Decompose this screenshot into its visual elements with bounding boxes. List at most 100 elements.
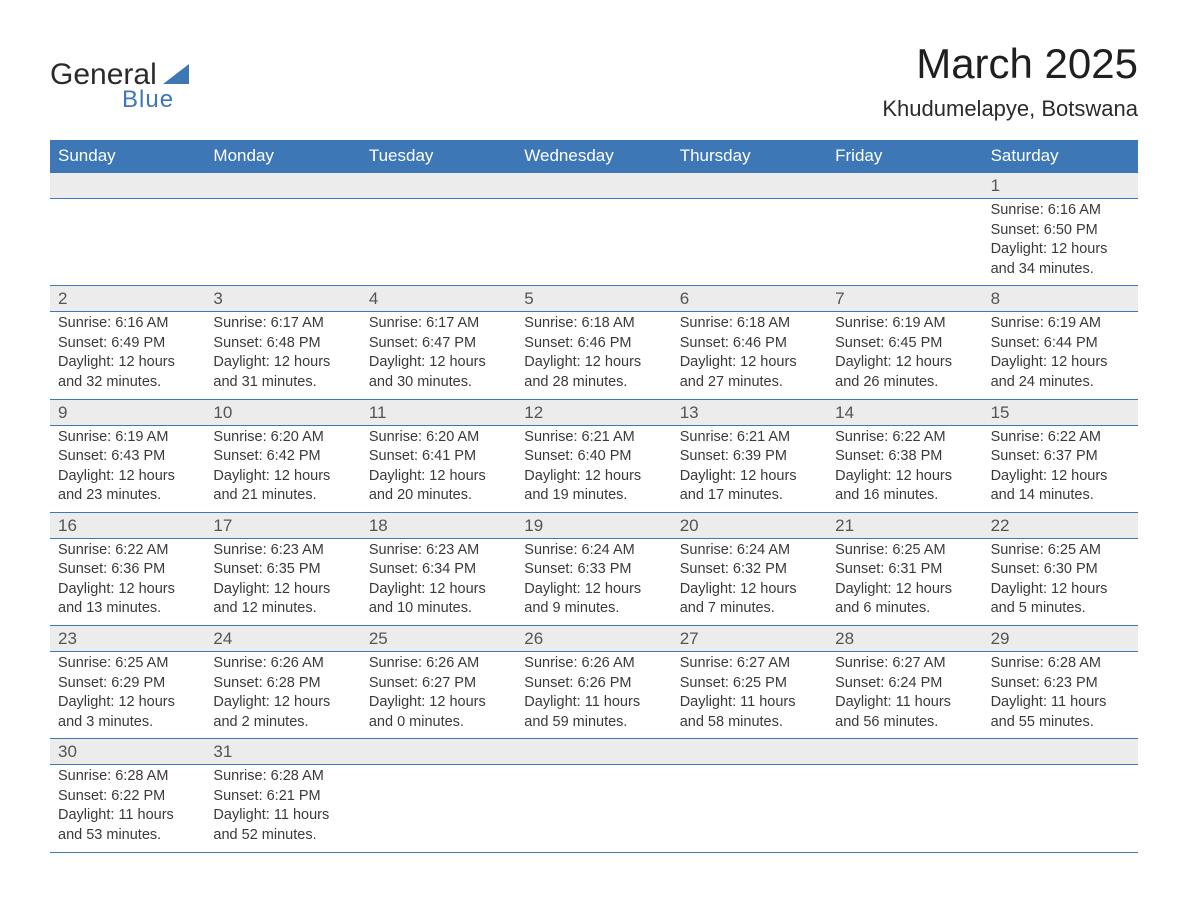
calendar: SundayMondayTuesdayWednesdayThursdayFrid… bbox=[50, 140, 1138, 853]
daylight-text: Daylight: 12 hours bbox=[524, 580, 663, 600]
empty-cell bbox=[827, 739, 982, 764]
empty-cell bbox=[361, 739, 516, 764]
sunset-text: Sunset: 6:49 PM bbox=[58, 334, 197, 354]
sunset-text: Sunset: 6:38 PM bbox=[835, 447, 974, 467]
daylight-text: and 56 minutes. bbox=[835, 713, 974, 733]
sunrise-text: Sunrise: 6:25 AM bbox=[58, 654, 197, 674]
empty-cell bbox=[672, 765, 827, 851]
sunset-text: Sunset: 6:37 PM bbox=[991, 447, 1130, 467]
empty-cell bbox=[827, 173, 982, 198]
daylight-text: and 10 minutes. bbox=[369, 599, 508, 619]
day-number: 12 bbox=[516, 400, 671, 425]
day-cell: Sunrise: 6:18 AMSunset: 6:46 PMDaylight:… bbox=[672, 312, 827, 398]
day-cell: Sunrise: 6:25 AMSunset: 6:31 PMDaylight:… bbox=[827, 539, 982, 625]
daylight-text: and 16 minutes. bbox=[835, 486, 974, 506]
daylight-text: Daylight: 11 hours bbox=[524, 693, 663, 713]
sunset-text: Sunset: 6:41 PM bbox=[369, 447, 508, 467]
daylight-text: and 12 minutes. bbox=[213, 599, 352, 619]
day-number: 23 bbox=[50, 626, 205, 651]
daylight-text: and 14 minutes. bbox=[991, 486, 1130, 506]
daylight-text: Daylight: 11 hours bbox=[991, 693, 1130, 713]
sunrise-text: Sunrise: 6:22 AM bbox=[835, 428, 974, 448]
weekday-label: Monday bbox=[205, 140, 360, 172]
daylight-text: and 28 minutes. bbox=[524, 373, 663, 393]
sunrise-text: Sunrise: 6:23 AM bbox=[369, 541, 508, 561]
empty-cell bbox=[827, 199, 982, 285]
day-cell: Sunrise: 6:22 AMSunset: 6:37 PMDaylight:… bbox=[983, 426, 1138, 512]
sunrise-text: Sunrise: 6:21 AM bbox=[680, 428, 819, 448]
sunset-text: Sunset: 6:45 PM bbox=[835, 334, 974, 354]
day-cell: Sunrise: 6:27 AMSunset: 6:24 PMDaylight:… bbox=[827, 652, 982, 738]
daylight-text: Daylight: 12 hours bbox=[58, 693, 197, 713]
day-number: 9 bbox=[50, 400, 205, 425]
sunset-text: Sunset: 6:46 PM bbox=[524, 334, 663, 354]
day-number: 13 bbox=[672, 400, 827, 425]
sunrise-text: Sunrise: 6:26 AM bbox=[369, 654, 508, 674]
day-cell: Sunrise: 6:17 AMSunset: 6:47 PMDaylight:… bbox=[361, 312, 516, 398]
daylight-text: Daylight: 12 hours bbox=[369, 693, 508, 713]
daylight-text: Daylight: 12 hours bbox=[369, 580, 508, 600]
sunrise-text: Sunrise: 6:20 AM bbox=[369, 428, 508, 448]
daylight-text: and 6 minutes. bbox=[835, 599, 974, 619]
daylight-text: Daylight: 11 hours bbox=[213, 806, 352, 826]
sunset-text: Sunset: 6:47 PM bbox=[369, 334, 508, 354]
daylight-text: Daylight: 12 hours bbox=[680, 467, 819, 487]
sunset-text: Sunset: 6:48 PM bbox=[213, 334, 352, 354]
empty-cell bbox=[516, 173, 671, 198]
daylight-text: Daylight: 11 hours bbox=[58, 806, 197, 826]
day-cell: Sunrise: 6:23 AMSunset: 6:34 PMDaylight:… bbox=[361, 539, 516, 625]
sunset-text: Sunset: 6:28 PM bbox=[213, 674, 352, 694]
day-cell: Sunrise: 6:26 AMSunset: 6:26 PMDaylight:… bbox=[516, 652, 671, 738]
empty-cell bbox=[50, 199, 205, 285]
empty-cell bbox=[516, 739, 671, 764]
day-number: 29 bbox=[983, 626, 1138, 651]
daylight-text: Daylight: 12 hours bbox=[213, 467, 352, 487]
daylight-text: and 9 minutes. bbox=[524, 599, 663, 619]
sunrise-text: Sunrise: 6:26 AM bbox=[213, 654, 352, 674]
sunset-text: Sunset: 6:35 PM bbox=[213, 560, 352, 580]
sunrise-text: Sunrise: 6:27 AM bbox=[680, 654, 819, 674]
sunrise-text: Sunrise: 6:28 AM bbox=[213, 767, 352, 787]
day-cell: Sunrise: 6:28 AMSunset: 6:23 PMDaylight:… bbox=[983, 652, 1138, 738]
week-daynum-row: 23242526272829 bbox=[50, 625, 1138, 651]
day-number: 26 bbox=[516, 626, 671, 651]
day-number: 16 bbox=[50, 513, 205, 538]
daylight-text: Daylight: 12 hours bbox=[58, 467, 197, 487]
daylight-text: and 55 minutes. bbox=[991, 713, 1130, 733]
daylight-text: Daylight: 12 hours bbox=[213, 580, 352, 600]
empty-cell bbox=[516, 765, 671, 851]
logo-text-blue: Blue bbox=[122, 86, 189, 114]
daylight-text: and 32 minutes. bbox=[58, 373, 197, 393]
sunrise-text: Sunrise: 6:25 AM bbox=[991, 541, 1130, 561]
day-cell: Sunrise: 6:19 AMSunset: 6:43 PMDaylight:… bbox=[50, 426, 205, 512]
sunset-text: Sunset: 6:23 PM bbox=[991, 674, 1130, 694]
daylight-text: Daylight: 12 hours bbox=[991, 580, 1130, 600]
weekday-label: Tuesday bbox=[361, 140, 516, 172]
daylight-text: Daylight: 12 hours bbox=[58, 353, 197, 373]
sunset-text: Sunset: 6:29 PM bbox=[58, 674, 197, 694]
day-number: 27 bbox=[672, 626, 827, 651]
day-number: 24 bbox=[205, 626, 360, 651]
weekday-label: Saturday bbox=[983, 140, 1138, 172]
day-cell: Sunrise: 6:21 AMSunset: 6:39 PMDaylight:… bbox=[672, 426, 827, 512]
daylight-text: Daylight: 12 hours bbox=[58, 580, 197, 600]
sunset-text: Sunset: 6:33 PM bbox=[524, 560, 663, 580]
empty-cell bbox=[50, 173, 205, 198]
day-number: 8 bbox=[983, 286, 1138, 311]
day-cell: Sunrise: 6:26 AMSunset: 6:27 PMDaylight:… bbox=[361, 652, 516, 738]
empty-cell bbox=[361, 765, 516, 851]
day-number: 17 bbox=[205, 513, 360, 538]
daylight-text: and 59 minutes. bbox=[524, 713, 663, 733]
daylight-text: and 52 minutes. bbox=[213, 826, 352, 846]
day-number: 25 bbox=[361, 626, 516, 651]
sunrise-text: Sunrise: 6:20 AM bbox=[213, 428, 352, 448]
sunrise-text: Sunrise: 6:24 AM bbox=[680, 541, 819, 561]
sunset-text: Sunset: 6:36 PM bbox=[58, 560, 197, 580]
empty-cell bbox=[672, 739, 827, 764]
day-number: 11 bbox=[361, 400, 516, 425]
day-number: 28 bbox=[827, 626, 982, 651]
daylight-text: Daylight: 12 hours bbox=[213, 353, 352, 373]
sunset-text: Sunset: 6:42 PM bbox=[213, 447, 352, 467]
daylight-text: and 21 minutes. bbox=[213, 486, 352, 506]
day-cell: Sunrise: 6:19 AMSunset: 6:45 PMDaylight:… bbox=[827, 312, 982, 398]
